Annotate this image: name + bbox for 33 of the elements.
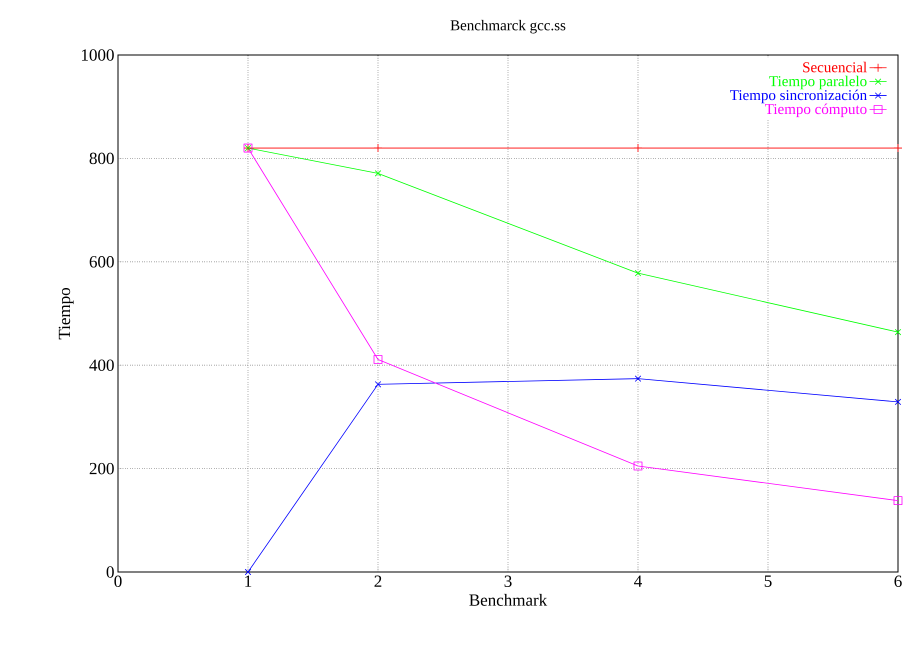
y-tick-label: 600 (90, 256, 114, 268)
point (374, 355, 382, 364)
legend-label: Tiempo sincronización (730, 90, 867, 104)
point (634, 144, 642, 152)
x-axis-title: Benchmark (469, 594, 548, 606)
x-tick-label: 0 (114, 576, 122, 588)
y-tick-label: 400 (89, 359, 114, 371)
legend-label: Tiempo cómputo (765, 104, 867, 118)
x-tick-label: 2 (374, 576, 382, 587)
point (374, 170, 382, 177)
y-tick-label: 1000 (82, 49, 114, 61)
x-tick-label: 5 (764, 576, 772, 587)
y-tick-label: 200 (90, 462, 114, 474)
x-tick-label: 4 (634, 576, 642, 587)
x-tick-label: 3 (504, 576, 512, 587)
x-tick-label: 1 (245, 576, 252, 587)
chart-title: Benchmarck gcc.ss (450, 20, 566, 34)
x-tick-label: 6 (894, 576, 902, 587)
y-axis-title: Tiempo (58, 288, 74, 340)
legend-label: Secuencial (803, 62, 867, 72)
y-tick-label: 800 (90, 152, 114, 164)
point (894, 398, 902, 406)
point (894, 496, 902, 506)
point (894, 328, 902, 336)
point (374, 144, 382, 152)
y-tick-label: 0 (106, 566, 114, 578)
point (894, 144, 902, 152)
point (634, 375, 642, 382)
legend-label: Tiempo paralelo (769, 76, 867, 90)
point (374, 381, 382, 388)
point (244, 568, 252, 576)
point (634, 462, 642, 470)
point (634, 270, 642, 276)
